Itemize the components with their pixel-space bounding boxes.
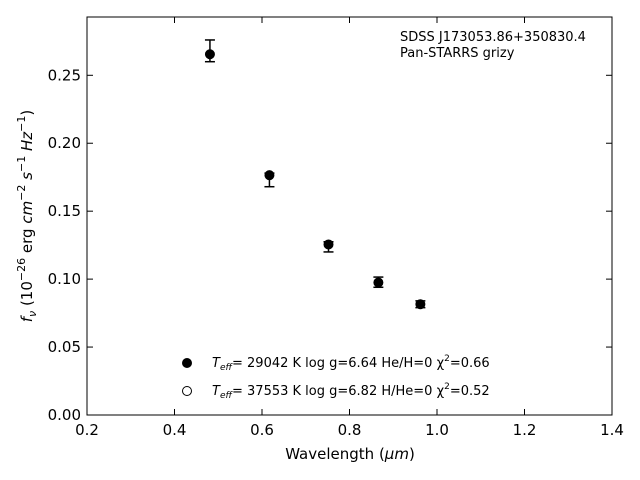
x-tick-label: 0.6	[250, 421, 274, 439]
legend-marker-open	[182, 386, 192, 396]
data-point-series-1	[323, 239, 334, 250]
x-tick-label: 0.4	[163, 421, 187, 439]
observed-errorbars	[204, 39, 426, 309]
data-point-series-1	[373, 277, 384, 288]
y-tick-label: 0.20	[48, 134, 81, 152]
annotation-survey: Pan-STARRS grizy	[400, 46, 515, 61]
y-tick-label: 0.10	[48, 270, 81, 288]
y-tick-label: 0.05	[48, 338, 81, 356]
legend-entry-2: Teff= 37553 K log g=6.82 H/He=0 χ2=0.52	[212, 382, 490, 401]
y-tick-label: 0.00	[48, 406, 81, 424]
y-axis: 0.00 0.05 0.10 0.15 0.20 0.25	[48, 66, 612, 424]
data-points	[204, 49, 426, 310]
data-point-series-1	[204, 49, 215, 60]
x-tick-label: 0.2	[75, 421, 99, 439]
legend-entry-1: Teff= 29042 K log g=6.64 He/H=0 χ2=0.66	[212, 354, 490, 373]
x-tick-label: 0.8	[338, 421, 362, 439]
y-axis-label: fν (10−26 erg cm−2 s−1 Hz−1)	[15, 110, 39, 323]
x-axis: 0.2 0.4 0.6 0.8 1.0 1.2 1.4	[75, 17, 624, 439]
annotation-object-name: SDSS J173053.86+350830.4	[400, 30, 586, 45]
data-point-series-1	[264, 170, 275, 181]
x-tick-label: 1.0	[425, 421, 449, 439]
x-axis-label: Wavelength (μm)	[285, 445, 415, 463]
y-tick-label: 0.15	[48, 202, 81, 220]
x-tick-label: 1.2	[513, 421, 537, 439]
y-tick-label: 0.25	[48, 66, 81, 84]
legend: Teff= 29042 K log g=6.64 He/H=0 χ2=0.66 …	[182, 354, 490, 401]
x-tick-label: 1.4	[600, 421, 624, 439]
legend-marker-filled	[182, 358, 192, 368]
data-point-series-1	[415, 299, 426, 310]
